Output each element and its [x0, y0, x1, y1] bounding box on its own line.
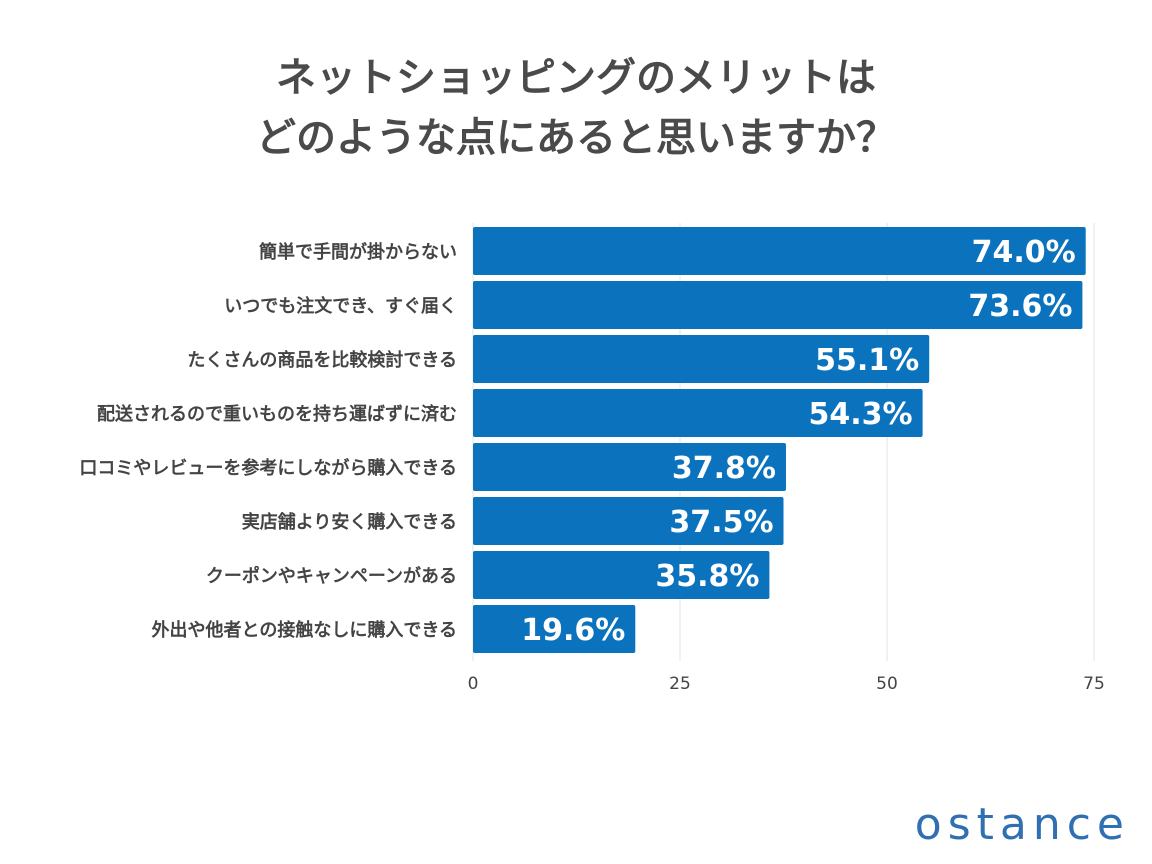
- bar-value-label: 19.6%: [521, 613, 625, 648]
- x-tick-label: 25: [669, 674, 691, 694]
- category-label: 口コミやレビューを参考にしながら購入できる: [79, 457, 457, 479]
- x-tick-label: 0: [468, 674, 479, 694]
- ostance-logo: ostance: [914, 799, 1130, 850]
- bar-value-label: 37.5%: [669, 505, 773, 540]
- bar-value-label: 37.8%: [672, 451, 776, 486]
- bar: [473, 227, 1086, 275]
- bar: [473, 551, 770, 599]
- category-label: たくさんの商品を比較検討できる: [187, 349, 457, 371]
- bar-value-label: 74.0%: [972, 235, 1076, 270]
- bar-value-label: 73.6%: [968, 289, 1072, 324]
- bar: [473, 497, 784, 545]
- bar: [473, 281, 1083, 329]
- category-label: いつでも注文でき、すぐ届く: [224, 295, 457, 317]
- bar: [473, 605, 636, 653]
- category-label: 配送されるので重いものを持ち運ばずに済む: [97, 403, 457, 425]
- x-tick-label: 50: [876, 674, 898, 694]
- category-label: 簡単で手間が掛からない: [259, 241, 457, 263]
- category-label: クーポンやキャンペーンがある: [206, 565, 457, 587]
- bar: [473, 389, 923, 437]
- chart-title-line-2: どのような点にあると思いますか？: [256, 115, 896, 161]
- x-tick-label: 75: [1083, 674, 1105, 694]
- category-label: 外出や他者との接触なしに購入できる: [152, 619, 457, 641]
- chart-title: ネットショッピングのメリットは どのような点にあると思いますか？: [0, 48, 1152, 168]
- bar: [473, 443, 786, 491]
- bar-value-label: 55.1%: [815, 343, 919, 378]
- bar-value-label: 54.3%: [809, 397, 913, 432]
- bar: [473, 335, 930, 383]
- chart-title-line-1: ネットショッピングのメリットは: [276, 55, 876, 101]
- category-label: 実店舗より安く購入できる: [242, 511, 457, 533]
- bar-value-label: 35.8%: [655, 559, 759, 594]
